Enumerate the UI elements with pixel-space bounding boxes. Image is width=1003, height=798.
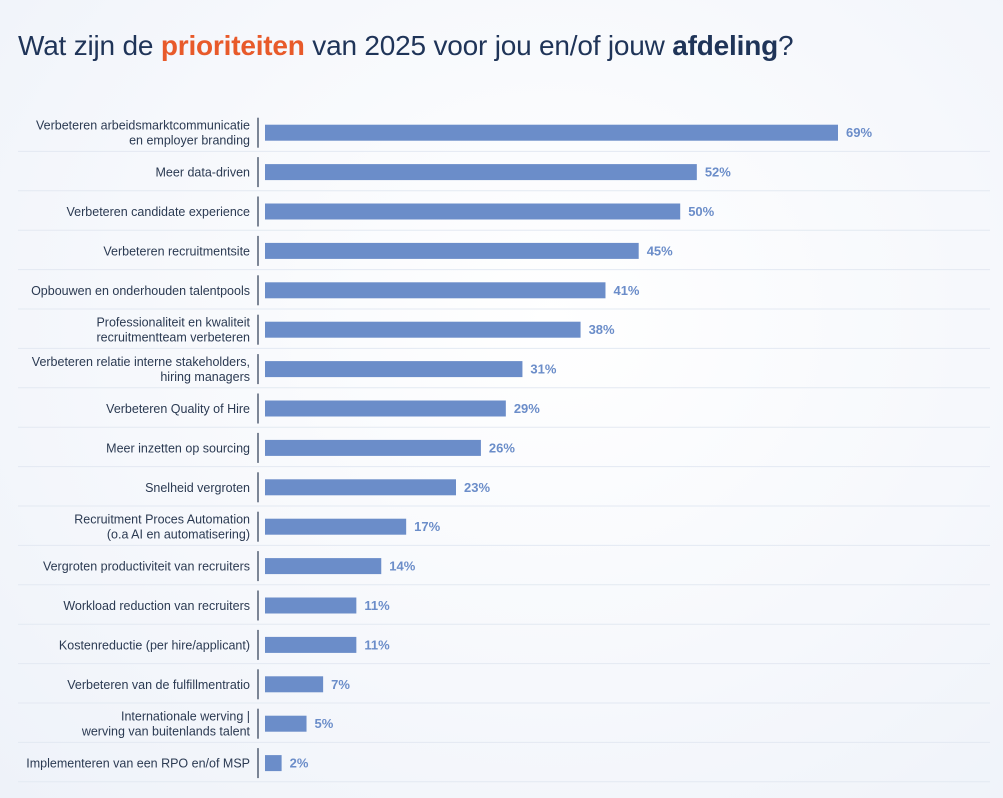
category-label: Verbeteren arbeidsmarktcommunicatie [36, 119, 250, 133]
category-label: Snelheid vergroten [145, 481, 250, 495]
value-label: 52% [705, 165, 731, 180]
value-label: 23% [464, 480, 490, 495]
category-label: Meer inzetten op sourcing [106, 441, 250, 455]
category-label: Verbeteren Quality of Hire [106, 402, 250, 416]
value-label: 38% [589, 322, 615, 337]
bar [265, 755, 282, 772]
value-label: 2% [290, 756, 309, 771]
category-label: Verbeteren candidate experience [67, 205, 251, 219]
title-accent: prioriteiten [160, 30, 305, 61]
bar [265, 282, 606, 299]
title-part2: van 2025 voor jou en/of jouw [304, 30, 673, 61]
category-label: Implementeren van een RPO en/of MSP [26, 757, 250, 771]
value-label: 50% [688, 204, 714, 219]
value-label: 45% [647, 243, 673, 258]
bar [265, 597, 357, 614]
value-label: 5% [315, 716, 334, 731]
bar [265, 715, 307, 732]
category-label: Verbeteren relatie interne stakeholders, [32, 355, 250, 369]
title-part3: ? [778, 30, 794, 61]
value-label: 29% [514, 401, 540, 416]
category-label: Vergroten productiviteit van recruiters [43, 560, 250, 574]
bar [265, 558, 382, 575]
bar [265, 124, 838, 141]
bar [265, 518, 407, 535]
category-label: (o.a AI en automatisering) [107, 528, 250, 542]
bar [265, 400, 506, 417]
bar [265, 361, 523, 378]
value-label: 7% [331, 677, 350, 692]
category-label: Workload reduction van recruiters [63, 599, 250, 613]
category-label: Internationale werving | [121, 710, 250, 724]
bar [265, 203, 681, 220]
chart-title: Wat zijn de prioriteiten van 2025 voor j… [18, 30, 794, 62]
value-label: 14% [389, 559, 415, 574]
bar [265, 676, 324, 693]
category-label: recruitmentteam verbeteren [96, 331, 250, 345]
title-strong: afdeling [672, 30, 779, 61]
category-label: Recruitment Proces Automation [74, 513, 250, 527]
category-label: Professionaliteit en kwaliteit [96, 316, 250, 330]
value-label: 69% [846, 125, 872, 140]
category-label: hiring managers [160, 370, 250, 384]
value-label: 41% [613, 283, 639, 298]
bar [265, 321, 581, 338]
bar [265, 242, 639, 259]
category-label: en employer branding [129, 134, 250, 148]
category-label: werving van buitenlands talent [81, 725, 251, 739]
value-label: 11% [364, 598, 390, 613]
category-label: Opbouwen en onderhouden talentpools [31, 284, 250, 298]
bar [265, 164, 697, 181]
category-label: Verbeteren van de fulfillmentratio [67, 678, 250, 692]
value-label: 31% [530, 362, 556, 377]
category-label: Kostenreductie (per hire/applicant) [59, 638, 250, 652]
bar [265, 439, 481, 456]
value-label: 11% [364, 637, 390, 652]
category-label: Meer data-driven [156, 166, 251, 180]
bar [265, 479, 456, 496]
title-part1: Wat zijn de [18, 30, 161, 61]
value-label: 26% [489, 440, 515, 455]
value-label: 17% [414, 519, 440, 534]
category-label: Verbeteren recruitmentsite [103, 244, 250, 258]
bar [265, 636, 357, 653]
